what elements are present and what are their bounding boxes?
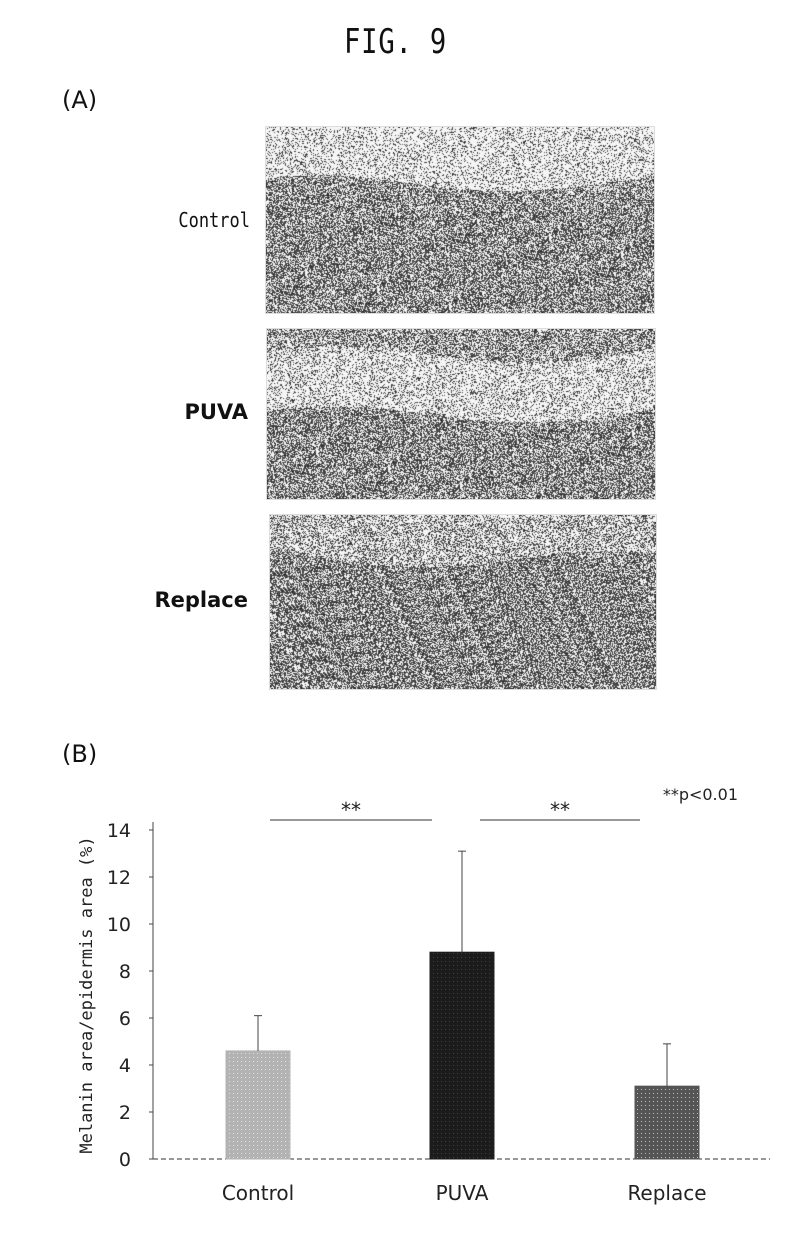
y-tick-label: 2 (119, 1102, 131, 1124)
y-tick-label: 10 (107, 914, 131, 936)
p-value-note: **p<0.01 (663, 785, 738, 804)
y-axis-title: Melanin area/epidermis area (%) (77, 836, 97, 1153)
significance-label: ** (341, 798, 361, 822)
y-tick-label: 8 (119, 961, 131, 983)
significance-label: ** (550, 798, 570, 822)
bar-puva (430, 952, 494, 1159)
x-tick-label: PUVA (436, 1181, 489, 1205)
x-tick-label: Control (222, 1181, 294, 1205)
y-tick-label: 12 (107, 867, 131, 889)
x-tick-label: Replace (627, 1181, 706, 1205)
y-tick-label: 14 (107, 820, 131, 842)
y-tick-label: 6 (119, 1008, 131, 1030)
y-tick-label: 0 (119, 1149, 131, 1171)
y-tick-label: 4 (119, 1055, 131, 1077)
bar-control (226, 1051, 290, 1159)
bar-replace (635, 1086, 699, 1159)
